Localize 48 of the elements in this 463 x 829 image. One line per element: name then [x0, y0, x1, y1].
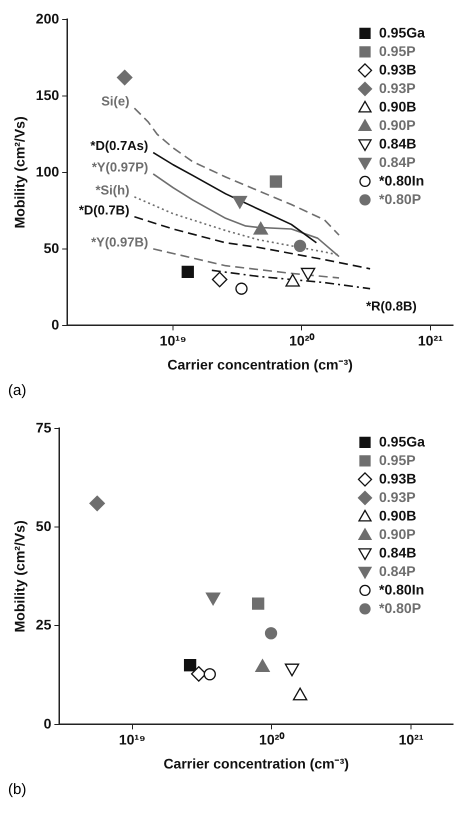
- legend-label: 0.90B: [379, 507, 416, 524]
- legend-label: *0.80P: [379, 190, 422, 207]
- legend-label: 0.90P: [379, 116, 416, 133]
- x-axis-title: Carrier concentration (cm⁻³): [163, 755, 349, 772]
- legend-label: 0.93P: [379, 80, 416, 96]
- y-tick-label: 0: [51, 316, 60, 332]
- x-tick-label: 10²¹: [398, 732, 424, 748]
- y-tick-label: 0: [44, 715, 52, 732]
- legend-label: 0.84P: [379, 154, 416, 170]
- series-label: Si(e): [101, 94, 130, 109]
- series-label: *R(0.8B): [366, 298, 417, 314]
- legend-label: 0.93B: [379, 61, 416, 78]
- legend-label: *0.80In: [379, 172, 424, 188]
- y-tick-label: 75: [36, 419, 52, 436]
- series-label: *Si(h): [95, 182, 130, 198]
- legend-label: 0.95P: [379, 452, 416, 468]
- x-tick-label: 10¹⁹: [160, 332, 187, 349]
- legend-label: 0.93P: [379, 488, 416, 505]
- text: (b): [8, 781, 28, 798]
- y-axis-title: Mobility (cm²/Vs): [11, 116, 28, 228]
- y-tick-label: 50: [36, 518, 52, 534]
- text: (a): [8, 382, 28, 399]
- y-tick-label: 50: [44, 240, 60, 256]
- x-tick-label: 10¹⁹: [118, 732, 146, 748]
- legend-label: 0.93B: [379, 470, 416, 486]
- x-tick-label: 10²⁰: [259, 732, 284, 748]
- legend-label: *0.80P: [379, 600, 422, 616]
- y-tick-label: 200: [36, 10, 60, 26]
- legend-label: 0.95Ga: [379, 433, 426, 450]
- legend-label: 0.95Ga: [379, 24, 426, 40]
- legend-label: 0.95P: [379, 42, 416, 59]
- legend-label: 0.90B: [379, 98, 416, 114]
- legend-label: 0.90P: [379, 526, 416, 542]
- y-axis-title: Mobility (cm²/Vs): [11, 520, 28, 632]
- series-label: *D(0.7As): [90, 138, 148, 154]
- legend-label: *0.80In: [379, 581, 424, 598]
- legend-label: 0.84P: [379, 562, 416, 579]
- series-label: *Y(0.97B): [91, 234, 148, 250]
- series-label: *D(0.7B): [78, 202, 130, 218]
- legend-label: 0.84B: [379, 544, 416, 560]
- x-tick-label: 10²¹: [418, 332, 444, 349]
- x-tick-label: 10²⁰: [289, 332, 314, 349]
- y-tick-label: 25: [36, 616, 52, 633]
- y-tick-label: 100: [36, 163, 60, 180]
- legend-label: 0.84B: [379, 135, 416, 152]
- x-axis-title: Carrier concentration (cm⁻³): [167, 356, 353, 372]
- y-tick-label: 150: [36, 86, 60, 103]
- series-label: *Y(0.97P): [92, 160, 148, 175]
